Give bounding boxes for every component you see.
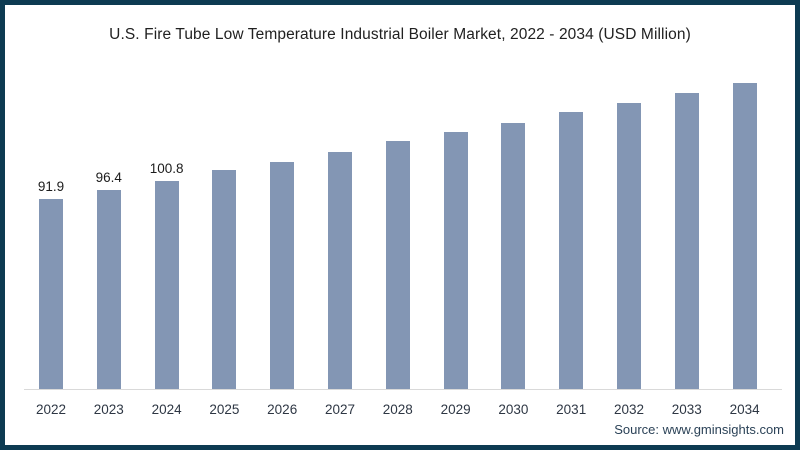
chart-title: U.S. Fire Tube Low Temperature Industria… xyxy=(109,26,691,43)
x-tick-2034: 2034 xyxy=(729,402,760,417)
bar-value-label-2024: 100.8 xyxy=(149,161,184,176)
bar-2025 xyxy=(212,170,237,389)
bar-2034 xyxy=(732,83,757,389)
bar-value-label-2023: 96.4 xyxy=(95,170,122,185)
bar-2030 xyxy=(501,123,526,389)
x-axis-line xyxy=(24,389,782,390)
x-tick-2023: 2023 xyxy=(93,402,124,417)
bar-2029 xyxy=(443,132,468,389)
bar-2028 xyxy=(385,141,410,389)
x-tick-2028: 2028 xyxy=(382,402,413,417)
bar-value-label-2022: 91.9 xyxy=(37,179,65,194)
x-tick-2022: 2022 xyxy=(35,402,67,417)
bar-2032 xyxy=(617,103,641,389)
bar-2027 xyxy=(328,152,352,389)
bar-2026 xyxy=(270,162,295,389)
x-tick-2024: 2024 xyxy=(151,402,182,417)
x-tick-2027: 2027 xyxy=(324,402,356,417)
x-tick-2025: 2025 xyxy=(209,402,240,417)
bar-2024 xyxy=(154,181,179,389)
bar-2023 xyxy=(96,190,121,389)
x-tick-2032: 2032 xyxy=(613,402,645,417)
x-tick-2029: 2029 xyxy=(440,402,471,417)
bar-2031 xyxy=(559,112,584,389)
x-tick-2033: 2033 xyxy=(671,402,702,417)
x-tick-2026: 2026 xyxy=(267,402,298,417)
bar-2022 xyxy=(39,199,63,389)
x-tick-2030: 2030 xyxy=(498,402,529,417)
x-tick-2031: 2031 xyxy=(556,402,587,417)
source-credit: Source: www.gminsights.com xyxy=(614,422,784,437)
bar-2033 xyxy=(674,93,699,389)
